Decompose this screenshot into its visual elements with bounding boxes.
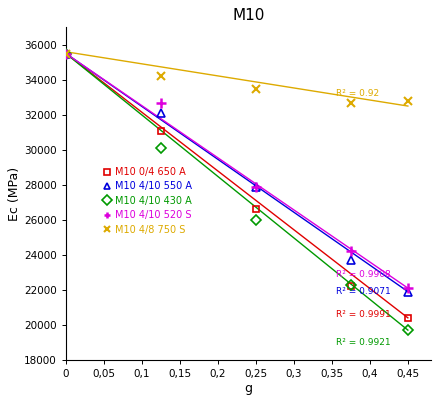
Text: R² = 0.9991: R² = 0.9991 [335,310,389,319]
Title: M10: M10 [232,8,264,23]
Legend: M10 0/4 650 A, M10 4/10 550 A, M10 4/10 430 A, M10 4/10 520 S, M10 4/8 750 S: M10 0/4 650 A, M10 4/10 550 A, M10 4/10 … [100,165,194,237]
Text: R² = 0.9908: R² = 0.9908 [335,270,389,278]
Y-axis label: Ec (MPa): Ec (MPa) [8,166,21,220]
Text: R² = 0.92: R² = 0.92 [335,89,378,98]
X-axis label: g: g [244,382,252,395]
Text: R² = 0.9921: R² = 0.9921 [335,338,389,347]
Text: R² = 0.9071: R² = 0.9071 [335,287,389,296]
